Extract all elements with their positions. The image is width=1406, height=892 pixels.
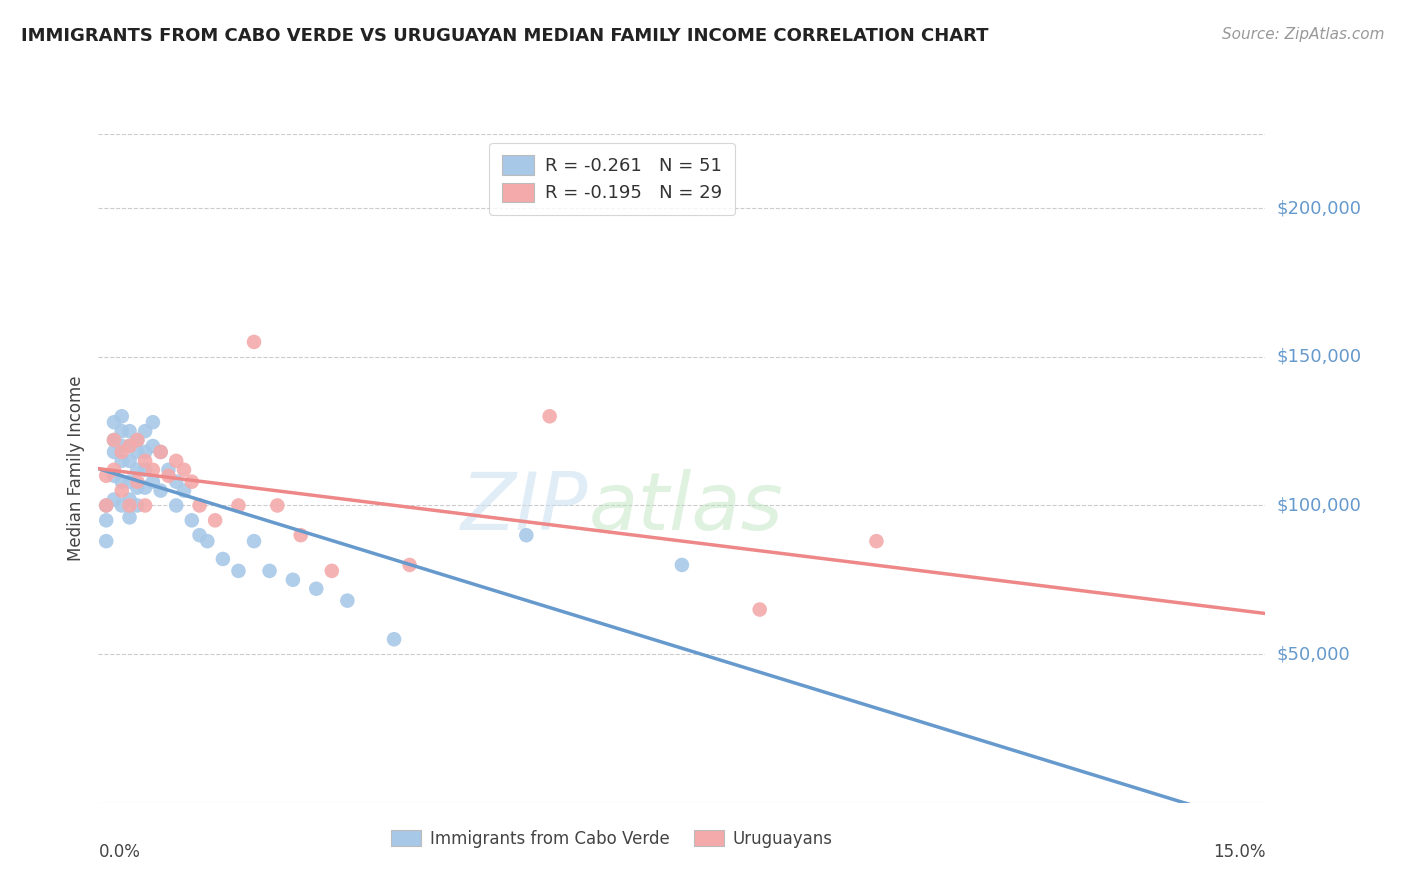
Point — [134, 445, 156, 459]
Point — [165, 454, 187, 468]
Point — [865, 534, 887, 549]
Point — [157, 468, 180, 483]
Point — [103, 415, 125, 429]
Point — [243, 534, 266, 549]
Point — [180, 475, 202, 489]
Point — [111, 439, 134, 453]
Point — [212, 552, 235, 566]
Point — [103, 492, 125, 507]
Text: atlas: atlas — [589, 469, 783, 548]
Point — [173, 463, 195, 477]
Point — [118, 510, 141, 524]
Y-axis label: Median Family Income: Median Family Income — [66, 376, 84, 561]
Point — [118, 454, 141, 468]
Point — [96, 513, 118, 527]
Point — [118, 439, 141, 453]
Point — [290, 528, 312, 542]
Point — [103, 433, 125, 447]
Legend: Immigrants from Cabo Verde, Uruguayans: Immigrants from Cabo Verde, Uruguayans — [384, 823, 839, 855]
Point — [103, 468, 125, 483]
Point — [127, 445, 149, 459]
Text: IMMIGRANTS FROM CABO VERDE VS URUGUAYAN MEDIAN FAMILY INCOME CORRELATION CHART: IMMIGRANTS FROM CABO VERDE VS URUGUAYAN … — [21, 27, 988, 45]
Point — [748, 602, 770, 616]
Point — [111, 424, 134, 438]
Point — [142, 439, 165, 453]
Text: $200,000: $200,000 — [1277, 199, 1361, 217]
Point — [127, 433, 149, 447]
Point — [127, 463, 149, 477]
Point — [180, 513, 202, 527]
Point — [142, 415, 165, 429]
Point — [96, 534, 118, 549]
Point — [266, 499, 288, 513]
Point — [142, 475, 165, 489]
Point — [195, 534, 218, 549]
Text: 15.0%: 15.0% — [1213, 843, 1265, 861]
Text: ZIP: ZIP — [461, 469, 589, 548]
Point — [228, 564, 250, 578]
Point — [96, 499, 118, 513]
Point — [515, 528, 537, 542]
Point — [118, 424, 141, 438]
Point — [111, 445, 134, 459]
Point — [243, 334, 266, 349]
Point — [336, 593, 359, 607]
Point — [173, 483, 195, 498]
Point — [111, 409, 134, 424]
Point — [127, 481, 149, 495]
Point — [111, 499, 134, 513]
Point — [538, 409, 561, 424]
Point — [111, 454, 134, 468]
Point — [103, 463, 125, 477]
Point — [103, 433, 125, 447]
Point — [134, 463, 156, 477]
Point — [228, 499, 250, 513]
Point — [281, 573, 304, 587]
Point — [96, 468, 118, 483]
Point — [305, 582, 328, 596]
Point — [118, 492, 141, 507]
Text: $150,000: $150,000 — [1277, 348, 1361, 366]
Text: 0.0%: 0.0% — [98, 843, 141, 861]
Point — [142, 463, 165, 477]
Point — [157, 463, 180, 477]
Point — [111, 483, 134, 498]
Point — [671, 558, 693, 572]
Point — [398, 558, 420, 572]
Point — [188, 528, 211, 542]
Text: $100,000: $100,000 — [1277, 497, 1361, 515]
Point — [188, 499, 211, 513]
Point — [204, 513, 226, 527]
Point — [134, 454, 156, 468]
Point — [134, 481, 156, 495]
Point — [149, 445, 172, 459]
Point — [127, 499, 149, 513]
Point — [382, 632, 405, 647]
Point — [103, 445, 125, 459]
Point — [149, 483, 172, 498]
Point — [96, 499, 118, 513]
Point — [118, 439, 141, 453]
Point — [165, 475, 187, 489]
Point — [111, 475, 134, 489]
Point — [165, 499, 187, 513]
Point — [321, 564, 343, 578]
Text: Source: ZipAtlas.com: Source: ZipAtlas.com — [1222, 27, 1385, 42]
Point — [259, 564, 281, 578]
Point — [118, 499, 141, 513]
Point — [118, 475, 141, 489]
Point — [134, 424, 156, 438]
Point — [127, 475, 149, 489]
Point — [127, 433, 149, 447]
Point — [134, 499, 156, 513]
Text: $50,000: $50,000 — [1277, 645, 1350, 663]
Point — [149, 445, 172, 459]
